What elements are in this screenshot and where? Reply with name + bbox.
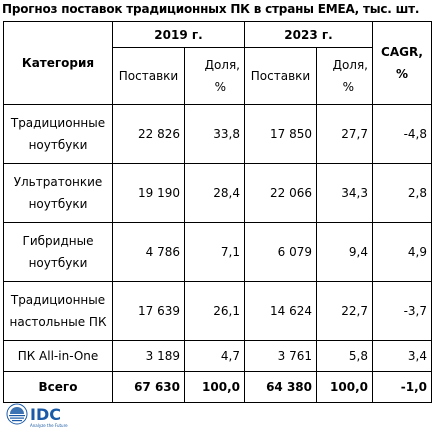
header-share-line1: Доля, — [332, 58, 368, 72]
header-shipments-2019: Поставки — [112, 47, 185, 105]
emea-pc-forecast-table: Категория 2019 г. 2023 г. CAGR, % Постав… — [3, 21, 432, 403]
cell-cagr: 4,9 — [372, 222, 432, 282]
total-shipments-2019: 67 630 — [112, 371, 185, 403]
table-row: ПК All-in-One 3 189 4,7 3 761 5,8 3,4 — [3, 340, 432, 372]
cell-share-2023: 9,4 — [316, 222, 373, 282]
table-row: Ультратонкие ноутбуки 19 190 28,4 22 066… — [3, 163, 432, 223]
cell-shipments-2023: 3 761 — [244, 340, 317, 372]
cell-cagr: -4,8 — [372, 104, 432, 164]
table-row: Гибридные ноутбуки 4 786 7,1 6 079 9,4 4… — [3, 222, 432, 282]
total-share-2023: 100,0 — [316, 371, 373, 403]
total-label: Всего — [3, 371, 113, 403]
logo-tagline: Analyze the Future — [30, 423, 68, 428]
total-share-2019: 100,0 — [184, 371, 245, 403]
cell-shipments-2019: 17 639 — [112, 281, 185, 341]
header-year-2019: 2019 г. — [112, 21, 245, 48]
cell-share-2019: 26,1 — [184, 281, 245, 341]
idc-logo-icon: IDC Analyze the Future — [6, 403, 68, 428]
cell-share-2019: 33,8 — [184, 104, 245, 164]
cell-share-2019: 28,4 — [184, 163, 245, 223]
row-category-line1: Традиционные — [10, 116, 106, 130]
cell-share-2019: 7,1 — [184, 222, 245, 282]
total-cagr: -1,0 — [372, 371, 432, 403]
idc-logo: IDC Analyze the Future — [6, 403, 126, 429]
header-share-2023: Доля, % — [316, 47, 373, 105]
row-category-line2: ноутбуки — [28, 138, 88, 152]
header-share-line2: % — [214, 80, 226, 94]
row-category-line2: настольные ПК — [9, 315, 107, 329]
cell-shipments-2019: 22 826 — [112, 104, 185, 164]
cell-shipments-2023: 22 066 — [244, 163, 317, 223]
table-row: Традиционные настольные ПК 17 639 26,1 1… — [3, 281, 432, 341]
row-category-line2: ноутбуки — [28, 197, 88, 211]
row-category: ПК All-in-One — [3, 340, 113, 372]
header-cagr-line2: % — [395, 67, 409, 81]
cell-shipments-2023: 14 624 — [244, 281, 317, 341]
row-category-line1: Ультратонкие — [13, 175, 103, 189]
row-category-line2: ноутбуки — [28, 256, 88, 270]
cell-cagr: 2,8 — [372, 163, 432, 223]
cell-share-2019: 4,7 — [184, 340, 245, 372]
cell-shipments-2023: 17 850 — [244, 104, 317, 164]
cell-share-2023: 22,7 — [316, 281, 373, 341]
cell-share-2023: 27,7 — [316, 104, 373, 164]
header-category: Категория — [3, 21, 113, 105]
cell-share-2023: 5,8 — [316, 340, 373, 372]
total-shipments-2023: 64 380 — [244, 371, 317, 403]
table-title: Прогноз поставок традиционных ПК в стран… — [2, 2, 420, 16]
cell-share-2023: 34,3 — [316, 163, 373, 223]
row-category-line1: Гибридные — [22, 234, 94, 248]
header-cagr: CAGR, % — [372, 21, 432, 105]
header-row-metrics: Поставки Доля, % Поставки Доля, % — [4, 47, 432, 105]
row-category-line1: Традиционные — [10, 293, 106, 307]
cell-shipments-2023: 6 079 — [244, 222, 317, 282]
row-category: Традиционные ноутбуки — [3, 104, 113, 164]
cell-shipments-2019: 3 189 — [112, 340, 185, 372]
logo-text: IDC — [30, 405, 61, 424]
table-row: Традиционные ноутбуки 22 826 33,8 17 850… — [3, 104, 432, 164]
cell-cagr: 3,4 — [372, 340, 432, 372]
total-row: Всего 67 630 100,0 64 380 100,0 -1,0 — [3, 371, 432, 403]
header-share-line2: % — [342, 80, 354, 94]
header-year-2023: 2023 г. — [244, 21, 373, 48]
row-category: Гибридные ноутбуки — [3, 222, 113, 282]
row-category: Традиционные настольные ПК — [3, 281, 113, 341]
cell-shipments-2019: 19 190 — [112, 163, 185, 223]
header-row-years: Категория 2019 г. 2023 г. CAGR, % — [3, 21, 432, 105]
cell-cagr: -3,7 — [372, 281, 432, 341]
cell-shipments-2019: 4 786 — [112, 222, 185, 282]
header-cagr-line1: CAGR, — [381, 45, 423, 59]
header-shipments-2023: Поставки — [244, 47, 317, 105]
row-category: Ультратонкие ноутбуки — [3, 163, 113, 223]
header-share-line1: Доля, — [204, 58, 240, 72]
header-share-2019: Доля, % — [184, 47, 245, 105]
